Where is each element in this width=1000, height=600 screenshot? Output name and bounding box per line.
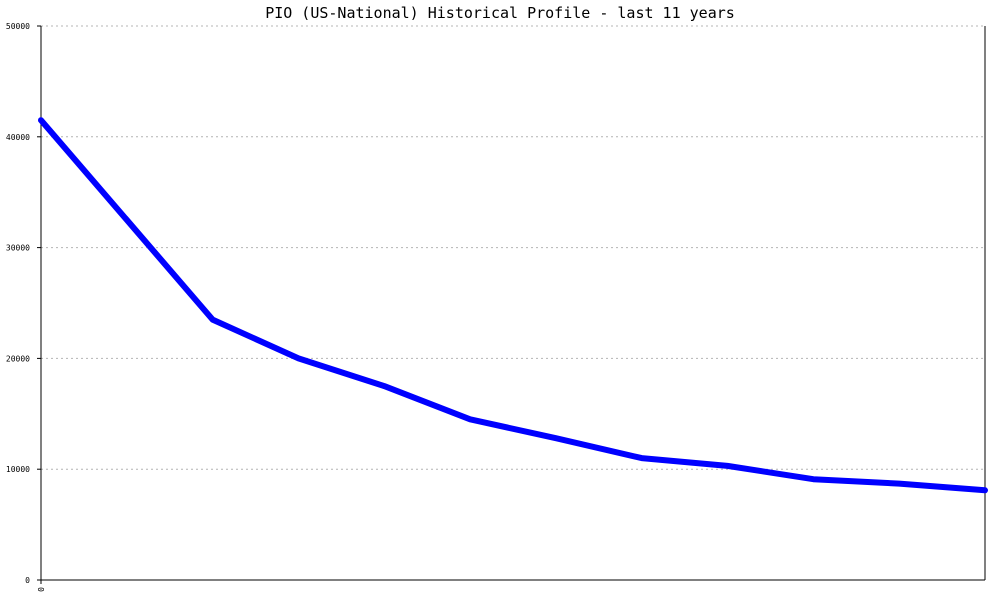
data-point [555, 437, 557, 439]
data-point [812, 478, 814, 480]
data-point [898, 483, 900, 485]
axes [40, 26, 986, 581]
y-axis-ticks: 0 10000 20000 30000 40000 50000 [6, 22, 41, 585]
y-tick-label: 30000 [6, 244, 30, 253]
y-tick-label: 40000 [6, 133, 30, 142]
series-line [38, 117, 988, 494]
series-layer [38, 117, 988, 494]
y-tick-label: 20000 [6, 354, 30, 363]
x-axis-ticks: 0 [37, 580, 46, 592]
data-point [641, 457, 643, 459]
gridlines [41, 25, 985, 470]
data-point [984, 489, 986, 491]
x-tick-label: 0 [37, 587, 46, 592]
data-point [727, 465, 729, 467]
y-tick-label: 0 [25, 576, 30, 585]
data-point [469, 418, 471, 420]
chart-title: PIO (US-National) Historical Profile - l… [265, 4, 735, 22]
data-point [212, 319, 214, 321]
y-tick-label: 50000 [6, 22, 30, 31]
data-point [383, 385, 385, 387]
y-tick-label: 10000 [6, 465, 30, 474]
data-point [40, 119, 42, 121]
data-point [297, 357, 299, 359]
